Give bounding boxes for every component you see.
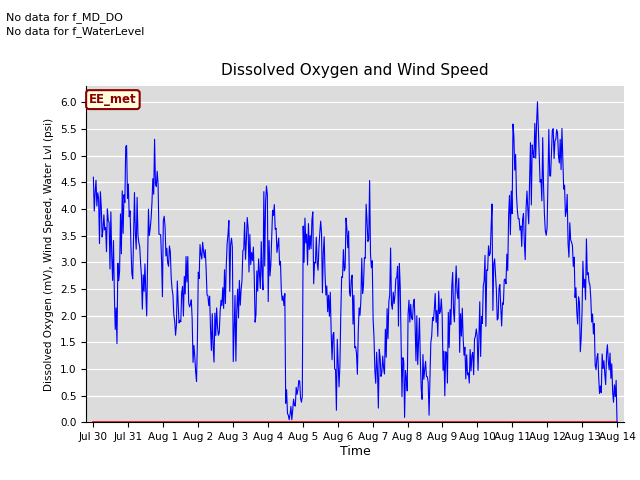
- X-axis label: Time: Time: [340, 445, 371, 458]
- Title: Dissolved Oxygen and Wind Speed: Dissolved Oxygen and Wind Speed: [221, 63, 489, 78]
- Text: No data for f_WaterLevel: No data for f_WaterLevel: [6, 26, 145, 37]
- Text: No data for f_MD_DO: No data for f_MD_DO: [6, 12, 124, 23]
- Text: EE_met: EE_met: [89, 93, 137, 106]
- Y-axis label: Dissolved Oxygen (mV), Wind Speed, Water Lvl (psi): Dissolved Oxygen (mV), Wind Speed, Water…: [45, 118, 54, 391]
